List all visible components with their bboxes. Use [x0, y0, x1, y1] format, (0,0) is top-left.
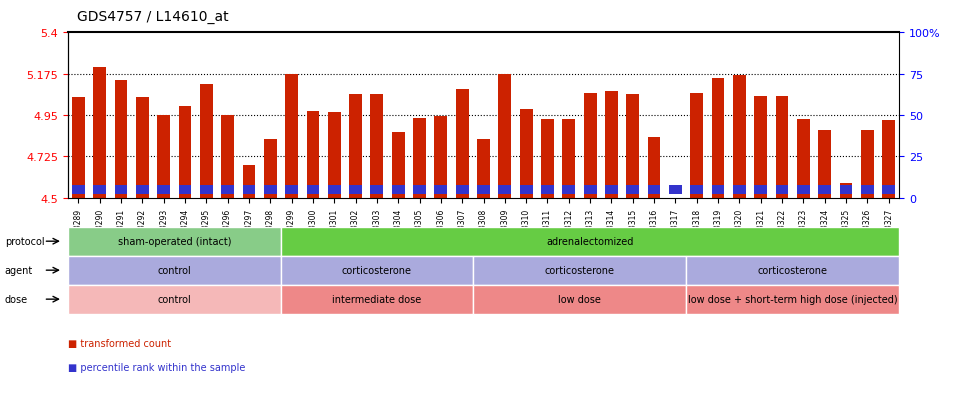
Bar — [158, 116, 170, 198]
Bar — [712, 185, 724, 195]
Bar — [264, 140, 277, 198]
Text: control: control — [158, 266, 191, 275]
Text: agent: agent — [5, 266, 33, 275]
Bar — [307, 112, 319, 198]
Bar — [584, 94, 597, 198]
Bar — [285, 185, 298, 195]
Bar — [136, 97, 149, 198]
Bar — [370, 185, 383, 195]
Bar — [754, 96, 767, 198]
Bar — [669, 198, 682, 213]
Bar — [285, 74, 298, 198]
Bar — [498, 74, 512, 198]
Text: low dose + short-term high dose (injected): low dose + short-term high dose (injecte… — [688, 294, 897, 304]
Bar — [627, 95, 639, 198]
Bar — [455, 185, 469, 195]
Bar — [221, 185, 234, 195]
Bar — [328, 113, 340, 198]
Text: adrenalectomized: adrenalectomized — [546, 237, 633, 247]
Bar — [455, 90, 469, 198]
Bar — [158, 185, 170, 195]
Text: corticosterone: corticosterone — [544, 266, 614, 275]
Bar — [498, 185, 512, 195]
Bar — [605, 185, 618, 195]
Bar — [627, 185, 639, 195]
Text: sham-operated (intact): sham-operated (intact) — [118, 237, 231, 247]
Bar — [200, 185, 213, 195]
Bar — [434, 116, 448, 198]
Bar — [818, 185, 831, 195]
Bar — [733, 185, 746, 195]
Bar — [200, 84, 213, 198]
Bar — [434, 185, 448, 195]
Bar — [669, 185, 682, 195]
Bar — [307, 185, 319, 195]
Text: intermediate dose: intermediate dose — [333, 294, 422, 304]
Bar — [264, 185, 277, 195]
Bar — [115, 185, 128, 195]
Bar — [349, 95, 362, 198]
Bar — [221, 116, 234, 198]
Bar — [839, 183, 852, 198]
Bar — [861, 185, 874, 195]
Bar — [243, 165, 255, 198]
Bar — [179, 107, 191, 198]
Text: protocol: protocol — [5, 237, 44, 247]
Bar — [370, 95, 383, 198]
Bar — [648, 138, 660, 198]
Bar — [584, 185, 597, 195]
Bar — [882, 121, 895, 198]
Bar — [477, 185, 490, 195]
Bar — [243, 185, 255, 195]
Bar — [179, 185, 191, 195]
Bar — [733, 76, 746, 198]
Bar — [392, 133, 404, 198]
Bar — [776, 185, 788, 195]
Bar — [413, 119, 425, 198]
Text: corticosterone: corticosterone — [758, 266, 828, 275]
Bar — [72, 97, 85, 198]
Text: control: control — [158, 294, 191, 304]
Bar — [413, 185, 425, 195]
Bar — [754, 185, 767, 195]
Bar — [563, 185, 575, 195]
Text: GDS4757 / L14610_at: GDS4757 / L14610_at — [77, 10, 229, 24]
Bar — [136, 185, 149, 195]
Bar — [349, 185, 362, 195]
Text: dose: dose — [5, 294, 28, 304]
Bar — [115, 81, 128, 198]
Text: corticosterone: corticosterone — [342, 266, 412, 275]
Text: ■ percentile rank within the sample: ■ percentile rank within the sample — [68, 363, 245, 373]
Bar — [818, 131, 831, 198]
Text: ■ transformed count: ■ transformed count — [68, 338, 171, 348]
Bar — [519, 185, 533, 195]
Bar — [648, 185, 660, 195]
Bar — [776, 96, 788, 198]
Bar — [712, 79, 724, 198]
Bar — [839, 185, 852, 195]
Bar — [861, 131, 874, 198]
Bar — [392, 185, 404, 195]
Bar — [542, 119, 554, 198]
Bar — [542, 185, 554, 195]
Bar — [328, 185, 340, 195]
Bar — [690, 185, 703, 195]
Text: low dose: low dose — [558, 294, 601, 304]
Bar — [477, 140, 490, 198]
Bar — [93, 185, 106, 195]
Bar — [797, 119, 809, 198]
Bar — [519, 110, 533, 198]
Bar — [93, 68, 106, 198]
Bar — [882, 185, 895, 195]
Bar — [72, 185, 85, 195]
Bar — [605, 92, 618, 198]
Bar — [690, 94, 703, 198]
Bar — [563, 119, 575, 198]
Bar — [797, 185, 809, 195]
